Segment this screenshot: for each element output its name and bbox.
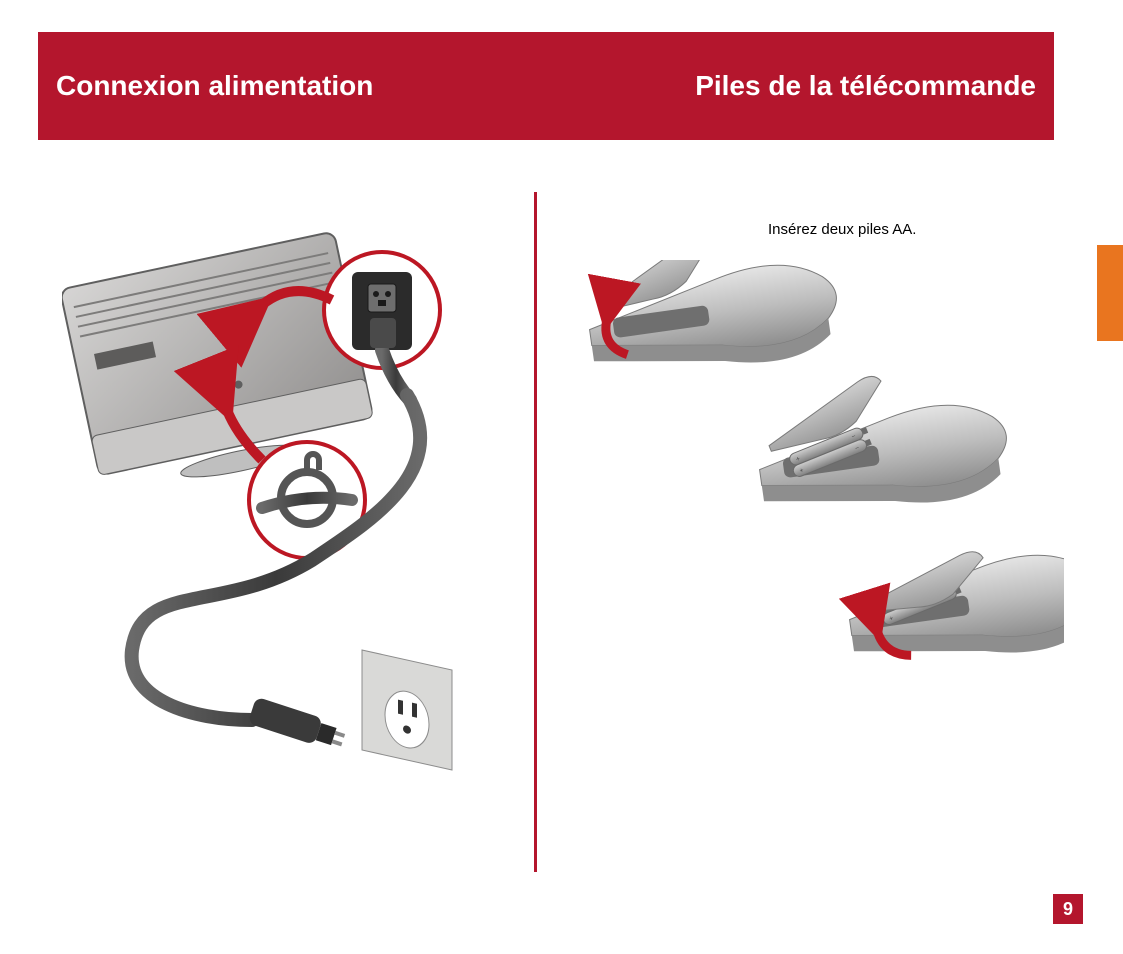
power-plug [248, 697, 348, 753]
power-connection-figure [62, 220, 492, 780]
wall-outlet [362, 650, 452, 770]
page-number: 9 [1053, 894, 1083, 924]
remote-step-2 [748, 356, 1014, 526]
remote-step-1 [578, 260, 844, 386]
section-tab [1097, 245, 1123, 341]
column-divider [534, 192, 537, 872]
header-title-right: Piles de la télécommande [695, 70, 1036, 102]
battery-instruction-text: Insérez deux piles AA. [768, 221, 916, 238]
header-bar: Connexion alimentation Piles de la téléc… [38, 32, 1054, 140]
remote-step-3 [842, 534, 1064, 676]
remote-battery-figure: + − [574, 260, 1064, 800]
header-title-left: Connexion alimentation [56, 70, 373, 102]
page-number-value: 9 [1063, 899, 1073, 920]
